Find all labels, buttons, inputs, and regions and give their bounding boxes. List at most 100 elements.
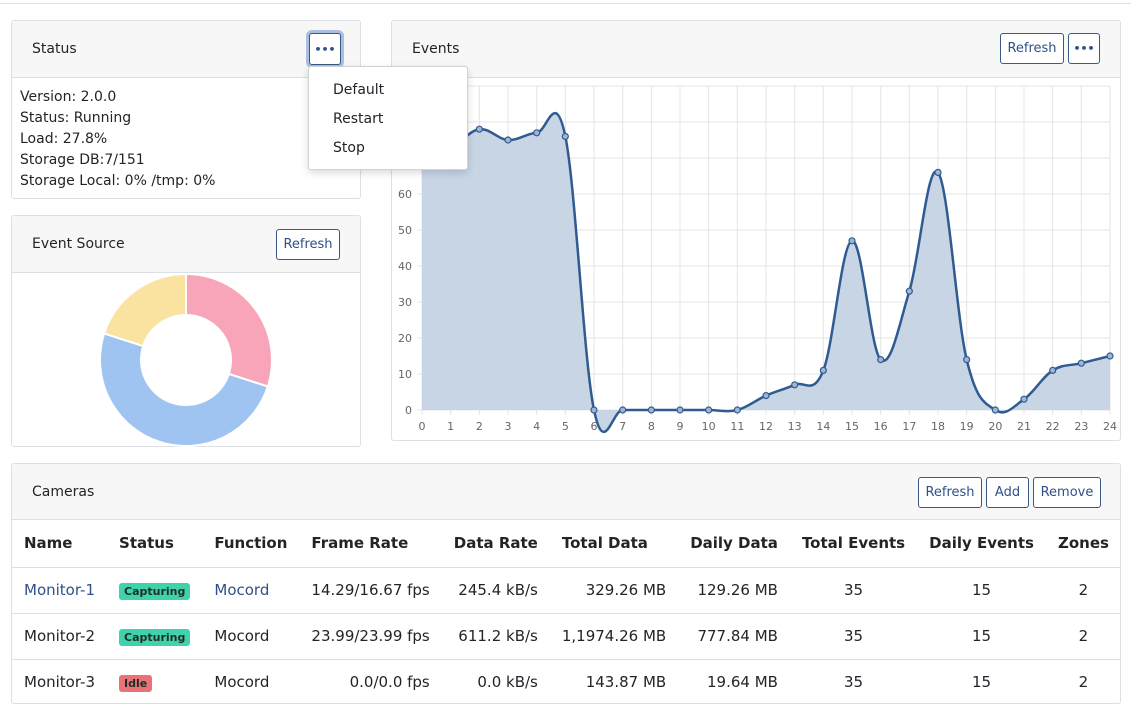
x-tick-label: 21 bbox=[1017, 420, 1031, 433]
y-tick-label: 60 bbox=[398, 188, 412, 201]
donut-slice-3[interactable] bbox=[102, 273, 187, 348]
col-function[interactable]: Function bbox=[202, 520, 300, 568]
monitor-name: Monitor-2 bbox=[12, 613, 108, 660]
event-source-card: Event Source Refresh bbox=[11, 215, 361, 447]
events-header: Events Refresh ••• bbox=[392, 21, 1120, 78]
cameras-refresh-button[interactable]: Refresh bbox=[918, 477, 982, 508]
events-data-point[interactable] bbox=[934, 168, 942, 177]
events-data-point[interactable] bbox=[475, 125, 483, 133]
donut-slice-2[interactable] bbox=[99, 332, 270, 447]
zones-cell: 2 bbox=[1078, 673, 1089, 692]
x-tick-label: 7 bbox=[619, 420, 626, 433]
events-data-point[interactable] bbox=[561, 132, 569, 141]
status-badge: Idle bbox=[119, 674, 153, 692]
function-cell: Mocord bbox=[202, 613, 300, 660]
monitor-name-link[interactable]: Monitor-1 bbox=[12, 567, 108, 614]
events-more-button[interactable]: ••• bbox=[1068, 33, 1100, 64]
events-data-point[interactable] bbox=[791, 381, 799, 389]
x-tick-label: 23 bbox=[1074, 420, 1088, 433]
cameras-card: Cameras Refresh Add Remove Name Status F… bbox=[11, 463, 1121, 704]
daily-data-cell: 777.84 MB bbox=[678, 613, 790, 660]
events-data-point[interactable] bbox=[733, 406, 741, 414]
events-data-point[interactable] bbox=[905, 287, 913, 295]
x-tick-label: 1 bbox=[447, 420, 454, 433]
col-total-events[interactable]: Total Events bbox=[789, 520, 918, 568]
events-refresh-button[interactable]: Refresh bbox=[1000, 33, 1064, 64]
donut-slice-1[interactable] bbox=[185, 273, 273, 388]
events-data-point[interactable] bbox=[504, 136, 512, 144]
events-data-point[interactable] bbox=[590, 406, 598, 414]
y-tick-label: 0 bbox=[405, 404, 412, 417]
events-data-point[interactable] bbox=[991, 406, 999, 414]
events-data-point[interactable] bbox=[647, 406, 655, 414]
status-more-button[interactable]: ••• bbox=[309, 33, 341, 65]
function-link[interactable]: Mocord bbox=[202, 567, 300, 614]
events-data-point[interactable] bbox=[762, 392, 770, 400]
events-data-point[interactable] bbox=[533, 129, 541, 137]
cameras-remove-button[interactable]: Remove bbox=[1033, 477, 1101, 508]
status-storage-db: Storage DB:7/151 bbox=[20, 152, 145, 168]
events-data-point[interactable] bbox=[1077, 359, 1085, 367]
x-tick-label: 2 bbox=[476, 420, 483, 433]
x-tick-label: 15 bbox=[845, 420, 859, 433]
menu-item-stop[interactable]: Stop bbox=[333, 140, 365, 156]
total-data-cell: 1,1974.26 MB bbox=[549, 613, 679, 660]
col-data-rate[interactable]: Data Rate bbox=[441, 520, 550, 568]
x-tick-label: 13 bbox=[788, 420, 802, 433]
y-tick-label: 30 bbox=[398, 296, 412, 309]
status-card: Status ••• Version: 2.0.0 Status: Runnin… bbox=[11, 20, 361, 199]
table-row: Monitor-2 Capturing Mocord 23.99/23.99 f… bbox=[12, 613, 1121, 660]
zones-cell: 2 bbox=[1045, 613, 1121, 660]
x-tick-label: 22 bbox=[1046, 420, 1060, 433]
event-source-header: Event Source Refresh bbox=[12, 216, 360, 273]
col-frame-rate[interactable]: Frame Rate bbox=[299, 520, 442, 568]
events-data-point[interactable] bbox=[676, 406, 684, 414]
table-header-row: Name Status Function Frame Rate Data Rat… bbox=[12, 520, 1121, 568]
frame-rate-cell: 0.0/0.0 fps bbox=[349, 673, 430, 692]
cameras-add-button[interactable]: Add bbox=[986, 477, 1029, 508]
daily-events-cell: 15 bbox=[972, 673, 992, 692]
total-data-cell: 143.87 MB bbox=[585, 673, 667, 692]
event-source-refresh-button[interactable]: Refresh bbox=[276, 229, 340, 260]
x-tick-label: 24 bbox=[1103, 420, 1117, 433]
table-row: Monitor-1 Capturing Mocord 14.29/16.67 f… bbox=[12, 567, 1121, 614]
events-data-point[interactable] bbox=[1020, 395, 1028, 403]
monitor-name: Monitor-3 bbox=[24, 673, 96, 692]
status-running: Status: Running bbox=[20, 110, 132, 126]
data-rate-cell: 245.4 kB/s bbox=[441, 567, 550, 614]
menu-item-default[interactable]: Default bbox=[333, 82, 385, 98]
daily-events-cell: 15 bbox=[917, 613, 1046, 660]
event-source-donut-chart bbox=[99, 273, 273, 447]
more-icon: ••• bbox=[1073, 42, 1095, 55]
events-data-point[interactable] bbox=[1106, 352, 1114, 360]
menu-item-restart[interactable]: Restart bbox=[333, 111, 384, 127]
events-data-point[interactable] bbox=[619, 406, 627, 414]
total-events-cell: 35 bbox=[789, 613, 918, 660]
events-data-point[interactable] bbox=[1049, 366, 1057, 374]
status-info: Version: 2.0.0 Status: Running Load: 27.… bbox=[20, 87, 215, 192]
col-status[interactable]: Status bbox=[107, 520, 203, 568]
status-cell: Idle bbox=[107, 659, 202, 705]
events-data-point[interactable] bbox=[963, 356, 971, 364]
event-source-title: Event Source bbox=[32, 236, 125, 252]
col-daily-data[interactable]: Daily Data bbox=[678, 520, 790, 568]
events-data-point[interactable] bbox=[705, 406, 713, 414]
col-total-data[interactable]: Total Data bbox=[549, 520, 679, 568]
status-card-header: Status ••• bbox=[12, 21, 360, 78]
x-tick-label: 16 bbox=[874, 420, 888, 433]
data-rate-cell: 0.0 kB/s bbox=[477, 673, 538, 692]
status-dropdown-menu: Default Restart Stop bbox=[308, 66, 468, 170]
status-storage-local: Storage Local: 0% /tmp: 0% bbox=[20, 173, 216, 189]
col-name[interactable]: Name bbox=[12, 520, 108, 568]
events-data-point[interactable] bbox=[848, 237, 856, 245]
events-data-point[interactable] bbox=[877, 356, 885, 364]
events-data-point[interactable] bbox=[819, 366, 827, 374]
events-series-line bbox=[421, 111, 1111, 434]
x-tick-label: 11 bbox=[730, 420, 744, 433]
x-tick-label: 18 bbox=[931, 420, 945, 433]
col-daily-events[interactable]: Daily Events bbox=[917, 520, 1046, 568]
col-zones[interactable]: Zones bbox=[1045, 520, 1121, 568]
status-version: Version: 2.0.0 bbox=[20, 89, 117, 105]
daily-events-cell: 15 bbox=[917, 567, 1046, 614]
